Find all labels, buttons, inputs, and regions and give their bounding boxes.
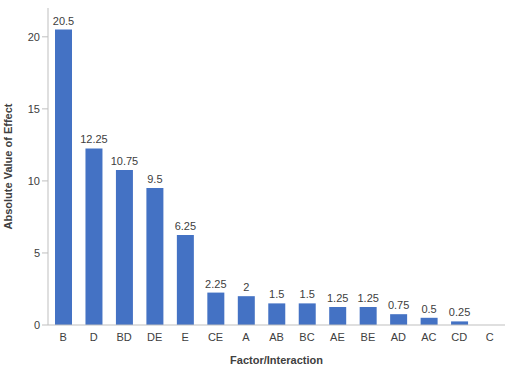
svg-text:BE: BE bbox=[361, 331, 376, 343]
svg-text:AC: AC bbox=[421, 331, 436, 343]
svg-text:0.5: 0.5 bbox=[421, 303, 436, 315]
svg-text:0.75: 0.75 bbox=[388, 299, 409, 311]
svg-text:E: E bbox=[181, 331, 188, 343]
svg-text:9.5: 9.5 bbox=[147, 173, 162, 185]
svg-text:1.25: 1.25 bbox=[357, 292, 378, 304]
svg-text:6.25: 6.25 bbox=[175, 220, 196, 232]
svg-text:0.25: 0.25 bbox=[449, 306, 470, 318]
svg-text:Absolute Value of Effect: Absolute Value of Effect bbox=[8, 103, 14, 229]
svg-text:1.25: 1.25 bbox=[327, 292, 348, 304]
svg-text:BD: BD bbox=[117, 331, 132, 343]
svg-text:CE: CE bbox=[208, 331, 223, 343]
svg-text:15: 15 bbox=[28, 103, 40, 115]
svg-text:B: B bbox=[60, 331, 67, 343]
svg-text:CD: CD bbox=[451, 331, 467, 343]
svg-text:0: 0 bbox=[34, 319, 40, 331]
svg-text:12.25: 12.25 bbox=[80, 133, 108, 145]
svg-text:10: 10 bbox=[28, 175, 40, 187]
svg-text:C: C bbox=[486, 331, 494, 343]
svg-text:1.5: 1.5 bbox=[269, 288, 284, 300]
svg-text:20.5: 20.5 bbox=[53, 15, 74, 27]
svg-text:10.75: 10.75 bbox=[111, 155, 139, 167]
svg-text:D: D bbox=[90, 331, 98, 343]
svg-text:2: 2 bbox=[243, 281, 249, 293]
svg-text:20: 20 bbox=[28, 31, 40, 43]
svg-text:2.25: 2.25 bbox=[205, 278, 226, 290]
svg-text:DE: DE bbox=[147, 331, 162, 343]
svg-text:BC: BC bbox=[299, 331, 314, 343]
svg-text:5: 5 bbox=[34, 247, 40, 259]
svg-text:Factor/Interaction: Factor/Interaction bbox=[230, 354, 323, 366]
svg-text:AB: AB bbox=[269, 331, 284, 343]
svg-text:1.5: 1.5 bbox=[300, 288, 315, 300]
svg-text:AE: AE bbox=[330, 331, 345, 343]
svg-text:AD: AD bbox=[391, 331, 406, 343]
svg-text:A: A bbox=[242, 331, 250, 343]
